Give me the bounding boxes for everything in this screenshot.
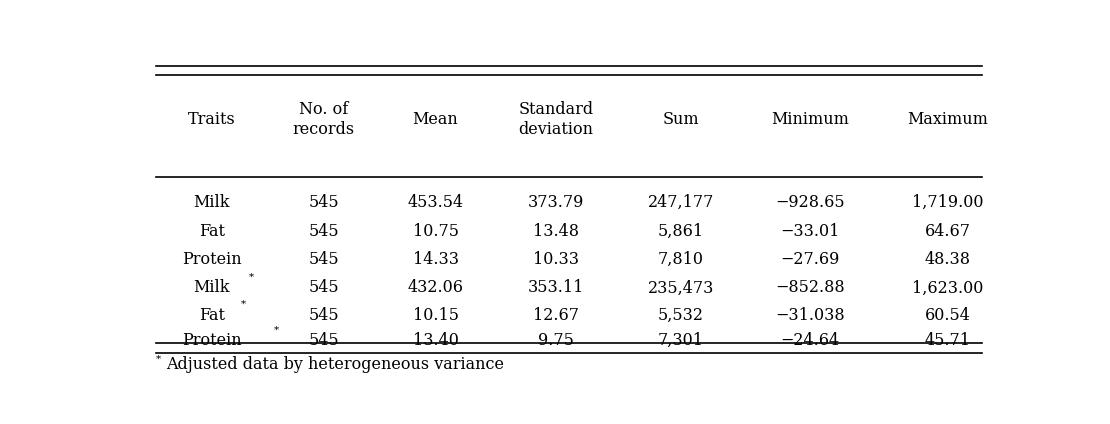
Text: Fat: Fat xyxy=(199,307,225,324)
Text: 453.54: 453.54 xyxy=(407,194,464,211)
Text: *: * xyxy=(249,273,254,282)
Text: Adjusted data by heterogeneous variance: Adjusted data by heterogeneous variance xyxy=(166,357,504,374)
Text: 1,719.00: 1,719.00 xyxy=(911,194,983,211)
Text: 7,810: 7,810 xyxy=(658,251,704,268)
Text: Standard
deviation: Standard deviation xyxy=(518,101,594,138)
Text: −928.65: −928.65 xyxy=(775,194,845,211)
Text: 545: 545 xyxy=(309,279,339,296)
Text: 60.54: 60.54 xyxy=(925,307,970,324)
Text: 353.11: 353.11 xyxy=(527,279,584,296)
Text: Minimum: Minimum xyxy=(770,111,849,128)
Text: 13.48: 13.48 xyxy=(533,223,579,240)
Text: 1,623.00: 1,623.00 xyxy=(911,279,983,296)
Text: −33.01: −33.01 xyxy=(780,223,839,240)
Text: Protein: Protein xyxy=(182,332,242,349)
Text: 545: 545 xyxy=(309,332,339,349)
Text: Milk: Milk xyxy=(193,194,230,211)
Text: Protein: Protein xyxy=(182,251,242,268)
Text: 64.67: 64.67 xyxy=(925,223,970,240)
Text: Mean: Mean xyxy=(413,111,458,128)
Text: −31.038: −31.038 xyxy=(775,307,845,324)
Text: 545: 545 xyxy=(309,251,339,268)
Text: *: * xyxy=(155,354,161,363)
Text: −27.69: −27.69 xyxy=(780,251,839,268)
Text: 9.75: 9.75 xyxy=(538,332,574,349)
Text: 10.33: 10.33 xyxy=(533,251,579,268)
Text: 14.33: 14.33 xyxy=(413,251,458,268)
Text: Milk: Milk xyxy=(193,279,230,296)
Text: 5,861: 5,861 xyxy=(657,223,704,240)
Text: 13.40: 13.40 xyxy=(413,332,458,349)
Text: 373.79: 373.79 xyxy=(527,194,584,211)
Text: *: * xyxy=(273,326,279,335)
Text: Maximum: Maximum xyxy=(907,111,988,128)
Text: Fat: Fat xyxy=(199,223,225,240)
Text: −852.88: −852.88 xyxy=(775,279,845,296)
Text: 45.71: 45.71 xyxy=(925,332,970,349)
Text: Sum: Sum xyxy=(663,111,699,128)
Text: 545: 545 xyxy=(309,223,339,240)
Text: 7,301: 7,301 xyxy=(658,332,704,349)
Text: *: * xyxy=(241,300,245,309)
Text: No. of
records: No. of records xyxy=(293,101,355,138)
Text: 545: 545 xyxy=(309,194,339,211)
Text: 10.75: 10.75 xyxy=(413,223,458,240)
Text: −24.64: −24.64 xyxy=(780,332,839,349)
Text: 10.15: 10.15 xyxy=(413,307,458,324)
Text: 545: 545 xyxy=(309,307,339,324)
Text: 247,177: 247,177 xyxy=(647,194,714,211)
Text: Traits: Traits xyxy=(188,111,235,128)
Text: 432.06: 432.06 xyxy=(407,279,464,296)
Text: 48.38: 48.38 xyxy=(925,251,970,268)
Text: 12.67: 12.67 xyxy=(533,307,579,324)
Text: 235,473: 235,473 xyxy=(647,279,714,296)
Text: 5,532: 5,532 xyxy=(658,307,704,324)
